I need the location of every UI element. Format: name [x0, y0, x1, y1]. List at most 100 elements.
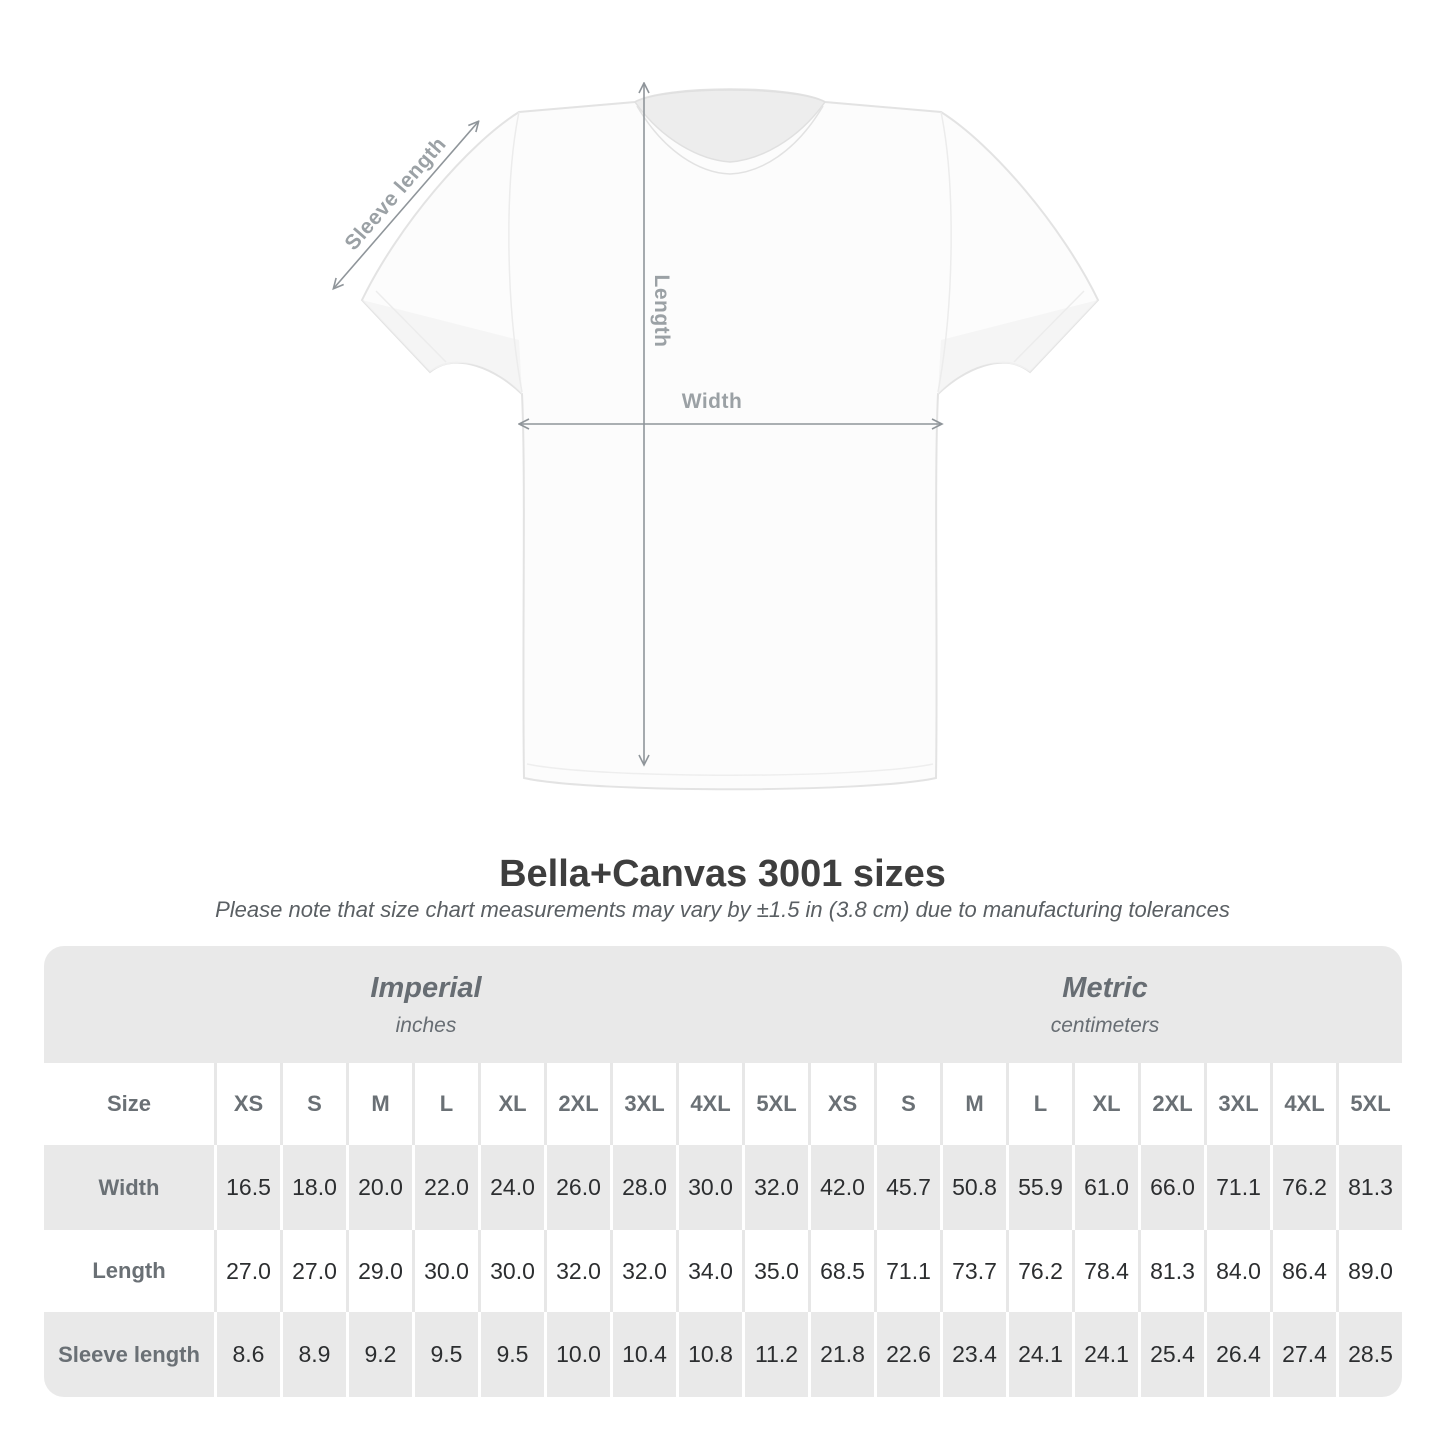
column-header-metric-3xl: 3XL: [1204, 1063, 1270, 1145]
column-header-metric-4xl: 4XL: [1270, 1063, 1336, 1145]
row-label-sleeve-length: Sleeve length: [44, 1312, 214, 1397]
right-cuff-seam: [1013, 290, 1085, 363]
column-header-imperial-4xl: 4XL: [676, 1063, 742, 1145]
collar-band-seam: [636, 105, 824, 175]
cell-length-imperial-m: 29.0: [346, 1230, 412, 1312]
cell-length-metric-m: 73.7: [940, 1230, 1006, 1312]
cell-width-imperial-5xl: 32.0: [742, 1145, 808, 1230]
column-header-imperial-s: S: [280, 1063, 346, 1145]
cell-width-metric-5xl: 81.3: [1336, 1145, 1402, 1230]
cell-width-metric-3xl: 71.1: [1204, 1145, 1270, 1230]
cell-width-metric-s: 45.7: [874, 1145, 940, 1230]
column-header-metric-xl: XL: [1072, 1063, 1138, 1145]
cell-width-imperial-2xl: 26.0: [544, 1145, 610, 1230]
cell-length-metric-5xl: 89.0: [1336, 1230, 1402, 1312]
cell-length-imperial-4xl: 34.0: [676, 1230, 742, 1312]
width-label: Width: [681, 390, 743, 413]
cell-width-imperial-m: 20.0: [346, 1145, 412, 1230]
column-header-metric-l: L: [1006, 1063, 1072, 1145]
cell-length-imperial-xl: 30.0: [478, 1230, 544, 1312]
column-header-imperial-m: M: [346, 1063, 412, 1145]
metric-group-header: Metric centimeters: [808, 946, 1402, 1063]
tshirt-graphic: [0, 0, 1100, 791]
cell-length-metric-3xl: 84.0: [1204, 1230, 1270, 1312]
size-table: Imperial inches Metric centimeters Size X…: [44, 946, 1402, 1397]
cell-width-imperial-s: 18.0: [280, 1145, 346, 1230]
cell-sleeve-length-metric-2xl: 25.4: [1138, 1312, 1204, 1397]
left-armhole-seam: [508, 111, 523, 393]
column-header-imperial-xl: XL: [478, 1063, 544, 1145]
column-header-imperial-xs: XS: [214, 1063, 280, 1145]
cell-width-metric-4xl: 76.2: [1270, 1145, 1336, 1230]
column-header-imperial-3xl: 3XL: [610, 1063, 676, 1145]
cell-length-imperial-l: 30.0: [412, 1230, 478, 1312]
page-title: Bella+Canvas 3001 sizes: [499, 853, 946, 895]
imperial-group-header: Imperial inches: [44, 946, 808, 1063]
length-label: Length: [650, 274, 673, 348]
cell-length-imperial-3xl: 32.0: [610, 1230, 676, 1312]
metric-group-title: Metric: [1062, 972, 1148, 1004]
cell-width-imperial-4xl: 30.0: [676, 1145, 742, 1230]
collar-opening: [633, 89, 827, 163]
column-header-imperial-5xl: 5XL: [742, 1063, 808, 1145]
cell-sleeve-length-imperial-2xl: 10.0: [544, 1312, 610, 1397]
cell-width-imperial-xs: 16.5: [214, 1145, 280, 1230]
cell-sleeve-length-metric-m: 23.4: [940, 1312, 1006, 1397]
column-header-metric-m: M: [940, 1063, 1006, 1145]
cell-sleeve-length-imperial-xl: 9.5: [478, 1312, 544, 1397]
cell-sleeve-length-metric-xs: 21.8: [808, 1312, 874, 1397]
cell-width-metric-2xl: 66.0: [1138, 1145, 1204, 1230]
metric-group-unit: centimeters: [1050, 1014, 1160, 1037]
column-header-metric-5xl: 5XL: [1336, 1063, 1402, 1145]
cell-length-imperial-xs: 27.0: [214, 1230, 280, 1312]
left-cuff-seam: [375, 290, 447, 363]
cell-width-metric-m: 50.8: [940, 1145, 1006, 1230]
cell-width-imperial-l: 22.0: [412, 1145, 478, 1230]
cell-sleeve-length-metric-5xl: 28.5: [1336, 1312, 1402, 1397]
cell-sleeve-length-metric-s: 22.6: [874, 1312, 940, 1397]
cell-width-metric-xs: 42.0: [808, 1145, 874, 1230]
cell-width-imperial-3xl: 28.0: [610, 1145, 676, 1230]
cell-sleeve-length-imperial-5xl: 11.2: [742, 1312, 808, 1397]
right-armhole-seam: [937, 111, 952, 393]
column-header-imperial-2xl: 2XL: [544, 1063, 610, 1145]
tshirt-body: [360, 88, 1100, 791]
cell-length-imperial-5xl: 35.0: [742, 1230, 808, 1312]
cell-width-metric-l: 55.9: [1006, 1145, 1072, 1230]
column-header-size: Size: [44, 1063, 214, 1145]
right-cuff-shade: [938, 300, 1098, 394]
cell-length-metric-l: 76.2: [1006, 1230, 1072, 1312]
cell-sleeve-length-metric-xl: 24.1: [1072, 1312, 1138, 1397]
column-header-metric-xs: XS: [808, 1063, 874, 1145]
cell-width-metric-xl: 61.0: [1072, 1145, 1138, 1230]
cell-sleeve-length-metric-l: 24.1: [1006, 1312, 1072, 1397]
cell-sleeve-length-imperial-l: 9.5: [412, 1312, 478, 1397]
cell-length-imperial-2xl: 32.0: [544, 1230, 610, 1312]
column-header-metric-2xl: 2XL: [1138, 1063, 1204, 1145]
cell-sleeve-length-imperial-m: 9.2: [346, 1312, 412, 1397]
column-header-imperial-l: L: [412, 1063, 478, 1145]
hem-seam: [526, 763, 934, 776]
cell-length-metric-2xl: 81.3: [1138, 1230, 1204, 1312]
imperial-group-unit: inches: [395, 1014, 457, 1037]
column-header-metric-s: S: [874, 1063, 940, 1145]
cell-sleeve-length-imperial-3xl: 10.4: [610, 1312, 676, 1397]
size-note: Please note that size chart measurements…: [215, 897, 1230, 922]
cell-sleeve-length-imperial-4xl: 10.8: [676, 1312, 742, 1397]
cell-length-metric-s: 71.1: [874, 1230, 940, 1312]
imperial-group-title: Imperial: [370, 972, 482, 1004]
row-label-width: Width: [44, 1145, 214, 1230]
cell-length-metric-xl: 78.4: [1072, 1230, 1138, 1312]
cell-width-imperial-xl: 24.0: [478, 1145, 544, 1230]
cell-length-metric-xs: 68.5: [808, 1230, 874, 1312]
cell-sleeve-length-metric-4xl: 27.4: [1270, 1312, 1336, 1397]
tshirt-measurement-diagram: Sleeve length Length Width: [0, 0, 1100, 791]
left-cuff-shade: [362, 300, 522, 394]
cell-sleeve-length-imperial-s: 8.9: [280, 1312, 346, 1397]
cell-sleeve-length-imperial-xs: 8.6: [214, 1312, 280, 1397]
row-label-length: Length: [44, 1230, 214, 1312]
cell-length-metric-4xl: 86.4: [1270, 1230, 1336, 1312]
cell-length-imperial-s: 27.0: [280, 1230, 346, 1312]
sleeve-length-arrow: [334, 122, 478, 288]
cell-sleeve-length-metric-3xl: 26.4: [1204, 1312, 1270, 1397]
